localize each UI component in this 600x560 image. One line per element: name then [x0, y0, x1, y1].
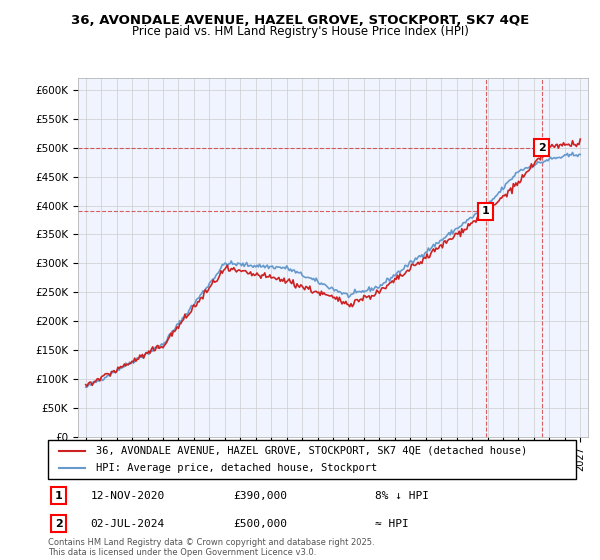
Text: Price paid vs. HM Land Registry's House Price Index (HPI): Price paid vs. HM Land Registry's House … — [131, 25, 469, 38]
Text: 1: 1 — [482, 206, 490, 216]
Text: 36, AVONDALE AVENUE, HAZEL GROVE, STOCKPORT, SK7 4QE (detached house): 36, AVONDALE AVENUE, HAZEL GROVE, STOCKP… — [95, 446, 527, 456]
Text: £500,000: £500,000 — [233, 519, 287, 529]
Text: 1: 1 — [55, 491, 62, 501]
Text: 36, AVONDALE AVENUE, HAZEL GROVE, STOCKPORT, SK7 4QE: 36, AVONDALE AVENUE, HAZEL GROVE, STOCKP… — [71, 14, 529, 27]
Text: 2: 2 — [55, 519, 62, 529]
Text: 2: 2 — [538, 143, 545, 153]
Text: HPI: Average price, detached house, Stockport: HPI: Average price, detached house, Stoc… — [95, 463, 377, 473]
Text: 02-JUL-2024: 02-JUL-2024 — [90, 519, 164, 529]
Text: 12-NOV-2020: 12-NOV-2020 — [90, 491, 164, 501]
FancyBboxPatch shape — [48, 440, 576, 479]
Text: Contains HM Land Registry data © Crown copyright and database right 2025.
This d: Contains HM Land Registry data © Crown c… — [48, 538, 374, 557]
Text: 8% ↓ HPI: 8% ↓ HPI — [376, 491, 430, 501]
Text: £390,000: £390,000 — [233, 491, 287, 501]
Text: ≈ HPI: ≈ HPI — [376, 519, 409, 529]
